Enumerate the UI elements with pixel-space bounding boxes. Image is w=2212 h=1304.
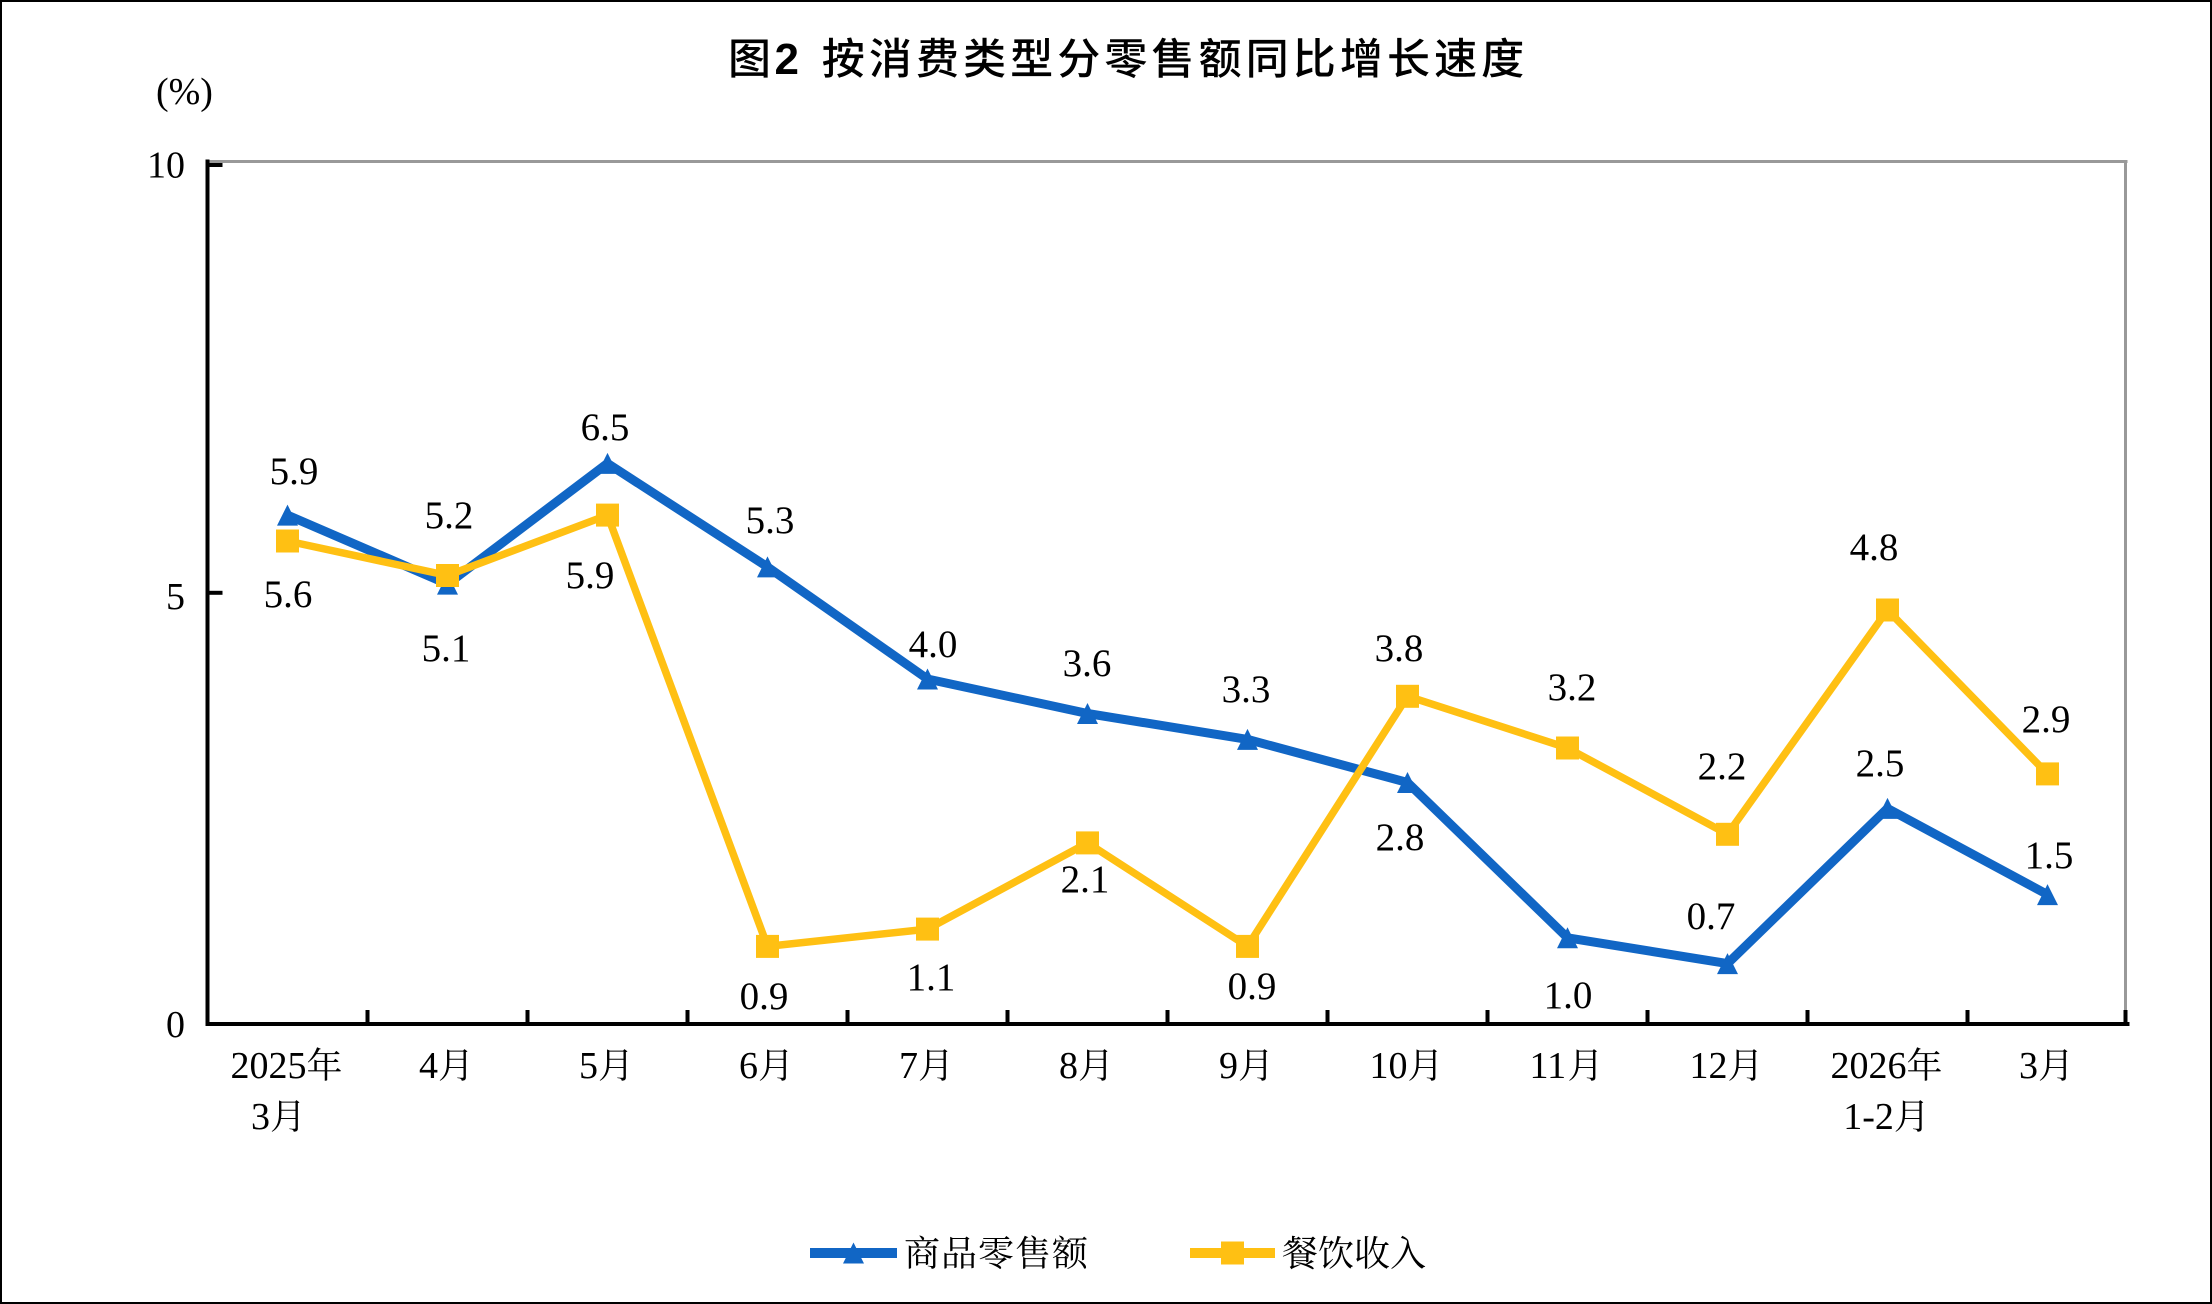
svg-text:0.7: 0.7	[1687, 895, 1736, 938]
svg-text:0.9: 0.9	[740, 975, 789, 1018]
svg-text:7: 7	[899, 1045, 918, 1087]
svg-text:8: 8	[1059, 1045, 1078, 1087]
svg-text:11: 11	[1530, 1045, 1567, 1087]
svg-text:3: 3	[251, 1096, 270, 1138]
svg-text:2.1: 2.1	[1061, 858, 1110, 901]
svg-text:2.9: 2.9	[2022, 698, 2071, 741]
svg-text:4: 4	[419, 1045, 438, 1087]
svg-text:10: 10	[147, 145, 185, 187]
svg-text:2: 2	[775, 35, 799, 84]
svg-text:3.3: 3.3	[1222, 668, 1271, 711]
svg-text:(%): (%)	[156, 71, 213, 113]
svg-text:1.0: 1.0	[1544, 974, 1593, 1017]
svg-text:3.8: 3.8	[1375, 627, 1424, 670]
svg-text:3: 3	[2019, 1045, 2038, 1087]
svg-text:9: 9	[1219, 1045, 1238, 1087]
svg-text:6.5: 6.5	[581, 406, 630, 449]
svg-text:5.9: 5.9	[566, 554, 615, 597]
svg-text:2.8: 2.8	[1376, 816, 1425, 859]
svg-text:1-2: 1-2	[1843, 1096, 1894, 1138]
svg-text:2026: 2026	[1831, 1045, 1907, 1087]
svg-text:1.1: 1.1	[907, 956, 956, 999]
svg-text:3.6: 3.6	[1063, 642, 1112, 685]
svg-text:5.1: 5.1	[422, 627, 471, 670]
svg-text:5.3: 5.3	[746, 499, 795, 542]
svg-text:12: 12	[1690, 1045, 1728, 1087]
svg-text:5: 5	[579, 1045, 598, 1087]
svg-text:5: 5	[166, 576, 185, 618]
svg-text:3.2: 3.2	[1548, 666, 1597, 709]
svg-text:10: 10	[1370, 1045, 1408, 1087]
svg-text:4.0: 4.0	[909, 623, 958, 666]
svg-text:0: 0	[166, 1004, 185, 1046]
svg-text:2.5: 2.5	[1856, 742, 1905, 785]
svg-text:2025: 2025	[231, 1045, 307, 1087]
svg-text:5.9: 5.9	[270, 450, 319, 493]
svg-text:5.6: 5.6	[264, 573, 313, 616]
svg-text:5.2: 5.2	[425, 494, 474, 537]
svg-text:1.5: 1.5	[2025, 834, 2074, 877]
svg-text:4.8: 4.8	[1850, 526, 1899, 569]
svg-text:0.9: 0.9	[1228, 965, 1277, 1008]
svg-text:2.2: 2.2	[1698, 745, 1747, 788]
svg-text:6: 6	[739, 1045, 758, 1087]
